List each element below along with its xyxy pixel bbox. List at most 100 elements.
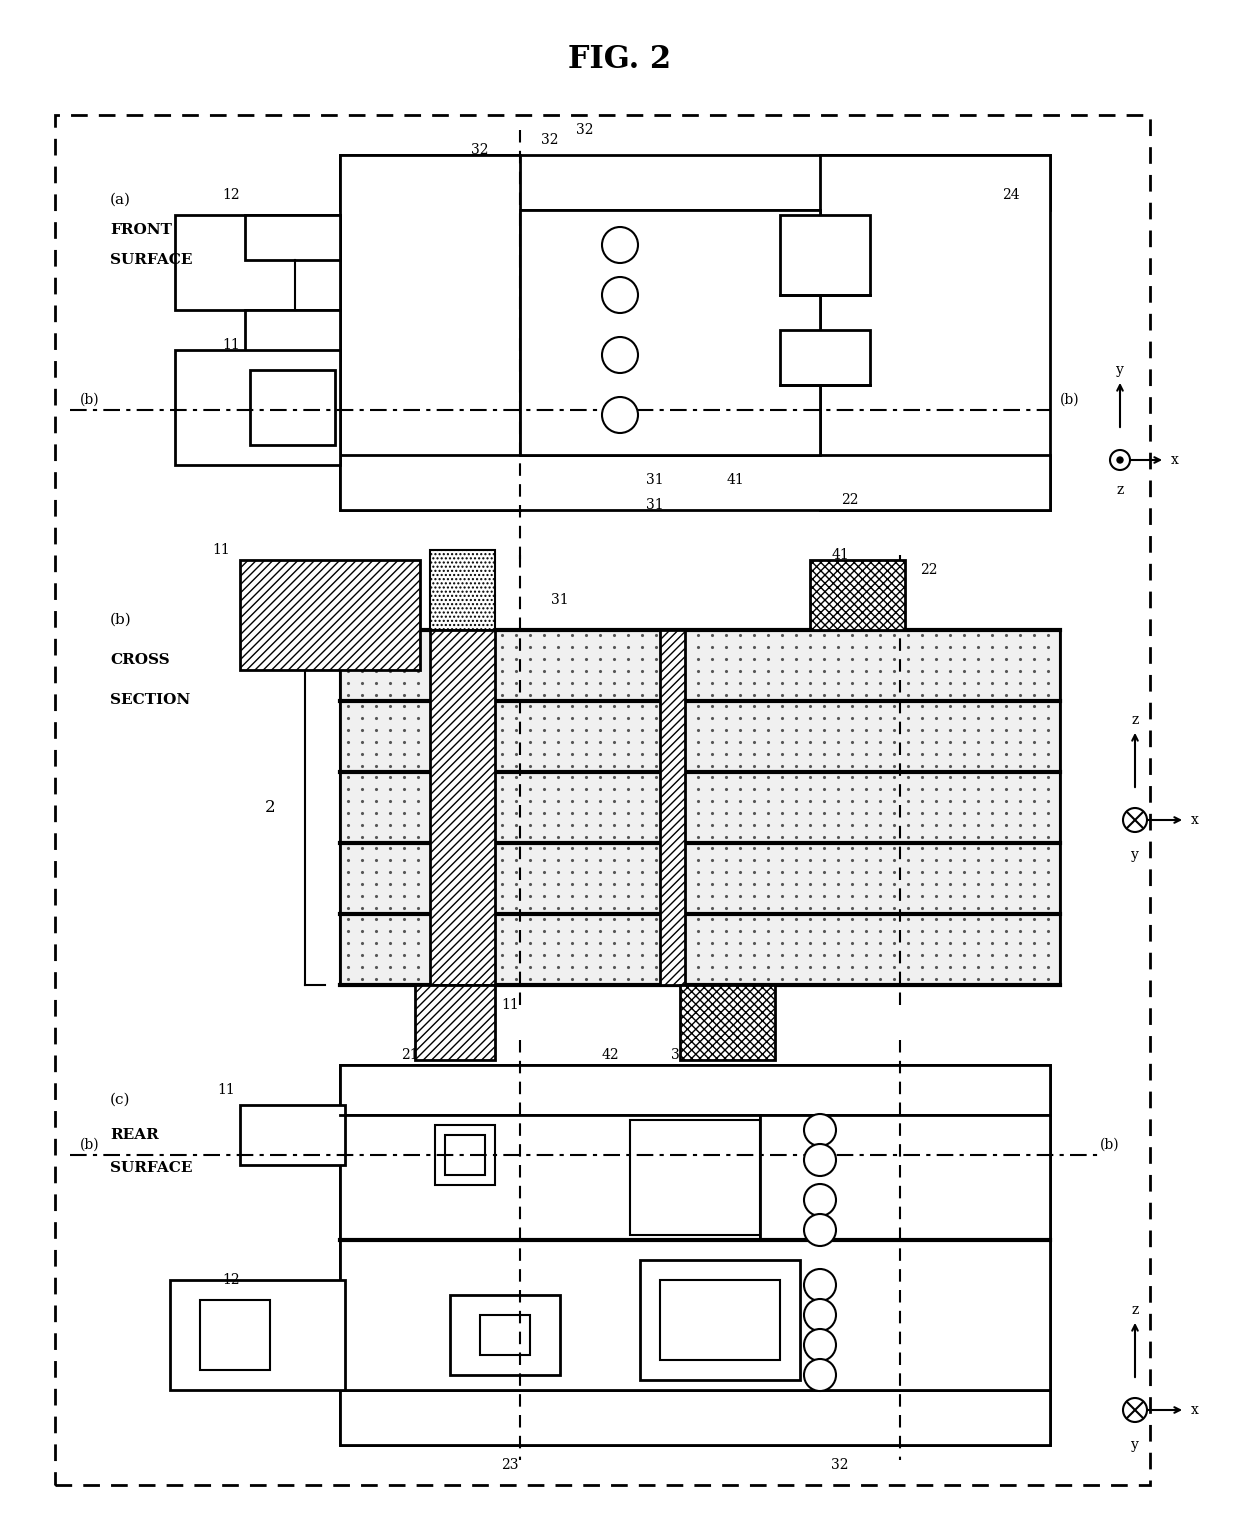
Text: 32: 32	[541, 132, 559, 148]
Text: 21: 21	[451, 998, 469, 1012]
Bar	[780, 331, 870, 384]
Bar	[340, 843, 1060, 914]
Text: FIG. 2: FIG. 2	[568, 45, 672, 75]
Text: 23: 23	[501, 1458, 518, 1472]
Text: 31: 31	[552, 594, 569, 608]
Bar	[340, 1390, 1050, 1446]
Circle shape	[1110, 451, 1130, 471]
Text: (a): (a)	[110, 192, 131, 208]
Bar	[660, 1280, 780, 1360]
Text: 24: 24	[1002, 188, 1021, 201]
Bar	[820, 155, 1050, 511]
Bar	[520, 211, 820, 455]
Bar	[430, 631, 495, 984]
Text: 32: 32	[831, 1458, 848, 1472]
Bar	[175, 215, 340, 311]
Text: y: y	[1116, 363, 1123, 377]
Text: 31: 31	[671, 1047, 688, 1063]
Text: x: x	[1171, 454, 1179, 468]
Bar	[430, 551, 495, 631]
Circle shape	[601, 337, 639, 374]
Text: REAR: REAR	[110, 1127, 159, 1143]
Text: (b): (b)	[110, 614, 131, 628]
Bar	[241, 560, 420, 671]
Circle shape	[1117, 457, 1123, 463]
Circle shape	[804, 1300, 836, 1330]
Text: z: z	[1116, 483, 1123, 497]
Text: 11: 11	[501, 998, 518, 1012]
Text: 2: 2	[264, 798, 275, 815]
Bar	[340, 631, 1060, 701]
Circle shape	[804, 1213, 836, 1246]
Circle shape	[601, 397, 639, 434]
Bar	[760, 1115, 1050, 1240]
Bar	[200, 1300, 270, 1370]
Circle shape	[601, 277, 639, 314]
Text: y: y	[1131, 847, 1138, 861]
Bar	[340, 914, 1060, 984]
Bar	[340, 1115, 760, 1240]
Text: SECTION: SECTION	[110, 694, 190, 707]
Text: (b): (b)	[1060, 394, 1080, 408]
Text: 32: 32	[577, 123, 594, 137]
Circle shape	[1123, 807, 1147, 832]
Bar	[340, 772, 1060, 843]
Bar	[175, 351, 340, 464]
Circle shape	[804, 1269, 836, 1301]
Bar	[435, 1124, 495, 1184]
Bar	[810, 560, 905, 631]
Circle shape	[804, 1184, 836, 1217]
Text: 11: 11	[212, 543, 229, 557]
Bar	[660, 631, 684, 984]
Circle shape	[804, 1329, 836, 1361]
Bar	[340, 1240, 1050, 1390]
Bar	[780, 215, 870, 295]
Bar	[340, 1064, 1050, 1446]
Circle shape	[804, 1360, 836, 1390]
Circle shape	[601, 228, 639, 263]
Text: 11: 11	[217, 1083, 236, 1097]
Text: 22: 22	[841, 494, 859, 508]
Text: FRONT: FRONT	[110, 223, 172, 237]
Bar	[480, 1315, 529, 1355]
Bar	[450, 1295, 560, 1375]
Text: (b): (b)	[81, 394, 99, 408]
Text: (c): (c)	[110, 1094, 130, 1107]
Bar	[55, 115, 1149, 1486]
Text: 31: 31	[646, 498, 663, 512]
Text: 21: 21	[402, 1047, 419, 1063]
Text: 12: 12	[222, 188, 241, 201]
Text: 12: 12	[222, 1273, 241, 1287]
Bar	[445, 1135, 485, 1175]
Text: CROSS: CROSS	[110, 654, 170, 667]
Bar	[640, 1260, 800, 1380]
Text: 22: 22	[920, 563, 937, 577]
Bar	[340, 701, 1060, 772]
Bar	[340, 155, 520, 511]
Text: x: x	[1192, 814, 1199, 827]
Circle shape	[804, 1114, 836, 1146]
Circle shape	[1123, 1398, 1147, 1423]
Text: 41: 41	[831, 548, 849, 561]
Bar	[340, 1064, 1050, 1115]
Text: 11: 11	[222, 338, 241, 352]
Text: (b): (b)	[1100, 1138, 1120, 1152]
Text: z: z	[1131, 1303, 1138, 1317]
Text: SURFACE: SURFACE	[110, 1161, 192, 1175]
Text: 32: 32	[471, 143, 489, 157]
Bar	[246, 215, 340, 260]
Text: 42: 42	[712, 998, 729, 1012]
Bar	[415, 984, 495, 1060]
Text: 42: 42	[601, 1047, 619, 1063]
Text: 31: 31	[646, 474, 663, 488]
Text: y: y	[1131, 1438, 1138, 1452]
Bar	[340, 155, 1050, 211]
Bar	[246, 311, 340, 360]
Bar	[680, 984, 775, 1060]
Text: 41: 41	[727, 474, 744, 488]
Bar	[630, 1120, 760, 1235]
Text: (b): (b)	[81, 1138, 99, 1152]
Circle shape	[804, 1144, 836, 1177]
Text: x: x	[1192, 1403, 1199, 1416]
Text: SURFACE: SURFACE	[110, 252, 192, 268]
